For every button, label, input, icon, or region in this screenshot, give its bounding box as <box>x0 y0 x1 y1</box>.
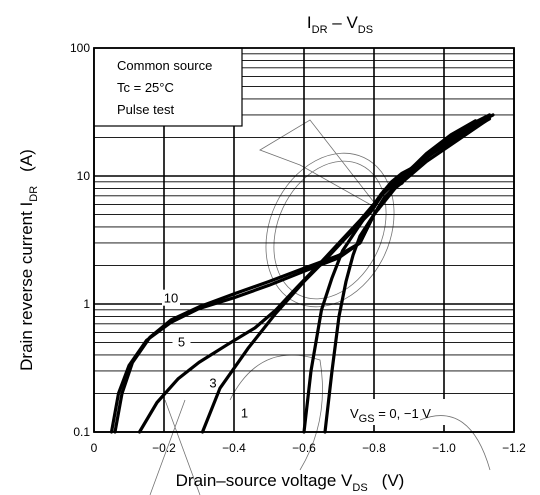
x-tick-label: −1.2 <box>502 441 526 455</box>
series-line <box>302 121 481 434</box>
curve-layer: 10 5 3 1 <box>109 113 495 434</box>
x-tick-label: −0.8 <box>362 441 386 455</box>
series-label: 10 <box>164 291 178 306</box>
x-tick-label: −0.2 <box>152 441 176 455</box>
y-tick-label: 10 <box>77 169 91 183</box>
y-tick-label: 100 <box>70 41 90 55</box>
series-label-bg <box>172 333 191 350</box>
series-label: 1 <box>241 405 248 420</box>
vgs-label-box: VGS = 0, −1 V <box>344 399 468 425</box>
series-label: 3 <box>209 375 216 390</box>
annotation-line-2: Tc = 25°C <box>117 80 174 95</box>
series-label-bg <box>235 404 254 421</box>
svg-text:Drain reverse current IDR(A): Drain reverse current IDR(A) <box>17 149 40 371</box>
plot-frame <box>93 47 515 433</box>
series-line <box>200 113 492 434</box>
series-label: 5 <box>178 335 185 350</box>
series-label-bg <box>162 289 180 306</box>
x-tick-label: −1.0 <box>432 441 456 455</box>
series-line <box>323 119 478 434</box>
x-tick-label: −0.6 <box>292 441 316 455</box>
series-label-bg <box>204 374 222 391</box>
y-tick-label: 1 <box>83 297 90 311</box>
vgs-label: VGS = 0, −1 V <box>350 406 431 425</box>
x-tick-label: −0.4 <box>222 441 246 455</box>
series-line <box>109 117 492 434</box>
series-line <box>137 113 495 434</box>
x-tick-label: 0 <box>91 441 98 455</box>
annotation-box: Common source Tc = 25°C Pulse test <box>93 47 243 127</box>
y-tick-label: 0.1 <box>73 425 90 439</box>
plot-grid <box>93 48 515 433</box>
tick-layer: 0 −0.2 −0.4 −0.6 −0.8 −1.0 −1.2 0.1 1 10 100 <box>70 41 526 455</box>
annotation-line-1: Common source <box>117 58 212 73</box>
y-axis-title: Drain reverse current IDR(A) <box>17 149 40 371</box>
chart-title: IDR – VDS <box>307 13 373 36</box>
watermark <box>149 119 491 495</box>
x-axis-title: Drain–source voltage VDS (V) <box>176 471 405 494</box>
annotation-line-3: Pulse test <box>117 102 174 117</box>
